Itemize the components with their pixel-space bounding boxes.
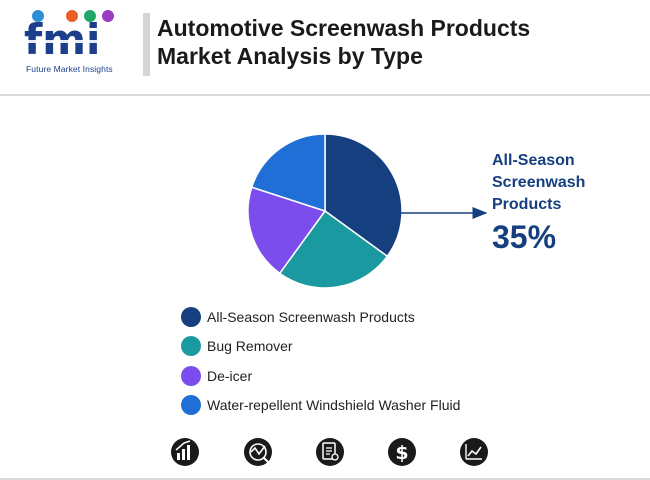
logo-text: fmi [24, 15, 100, 64]
pie-chart [247, 133, 488, 289]
footer-rule [0, 478, 650, 480]
header-rule [0, 94, 650, 96]
fmi-logo-mark: fmi [22, 10, 126, 64]
logo-dot-green [84, 10, 96, 22]
legend-swatch-bug-remover [181, 336, 201, 357]
legend-swatch-de-icer [181, 365, 201, 386]
pie-slice-all-season [324, 133, 403, 258]
callout-label-line-3: Products [492, 196, 562, 213]
legend-item: All-Season Screenwash Products [181, 302, 460, 332]
logo-dot-blue [32, 10, 44, 22]
fmi-logo: fmi Future Market Insights [22, 10, 142, 80]
legend-item: Bug Remover [181, 332, 460, 362]
logo-dot-purple [102, 10, 114, 22]
callout-label-line-2: Screenwash [492, 174, 586, 191]
legend-item: Water-repellent Windshield Washer Fluid [181, 391, 460, 421]
legend: All-Season Screenwash Products Bug Remov… [181, 302, 460, 420]
market-gauge-icon [244, 438, 272, 466]
title-line-2: Market Analysis by Type [157, 43, 423, 69]
highlight-callout: All-Season Screenwash Products 35% [492, 150, 642, 256]
title-line-1: Automotive Screenwash Products [157, 15, 531, 41]
callout-value: 35% [492, 219, 557, 255]
dollar-icon: $ [388, 438, 416, 466]
legend-swatch-water-repellent [181, 395, 201, 416]
svg-text:$: $ [395, 442, 408, 464]
trend-chart-icon [460, 438, 488, 466]
callout-label: All-Season Screenwash Products [492, 150, 642, 216]
bar-chart-icon [171, 438, 199, 466]
legend-label: De-icer [207, 367, 253, 384]
pie-slice-de-icer [247, 186, 327, 275]
legend-swatch-all-season [181, 306, 201, 327]
pie-slice-water-repellent [250, 133, 326, 213]
logo-tagline: Future Market Insights [26, 64, 113, 74]
pie-slice-bug-remover [278, 209, 389, 289]
header: fmi Future Market Insights Automotive Sc… [0, 0, 650, 96]
page-title: Automotive Screenwash Products Market An… [157, 14, 627, 70]
logo-dot-orange [66, 10, 78, 22]
legend-label: Water-repellent Windshield Washer Fluid [207, 397, 461, 414]
legend-label: All-Season Screenwash Products [207, 308, 415, 325]
legend-label: Bug Remover [207, 338, 293, 355]
header-divider [143, 13, 150, 76]
report-document-icon [316, 438, 344, 466]
callout-label-line-1: All-Season [492, 152, 575, 169]
legend-item: De-icer [181, 361, 460, 391]
